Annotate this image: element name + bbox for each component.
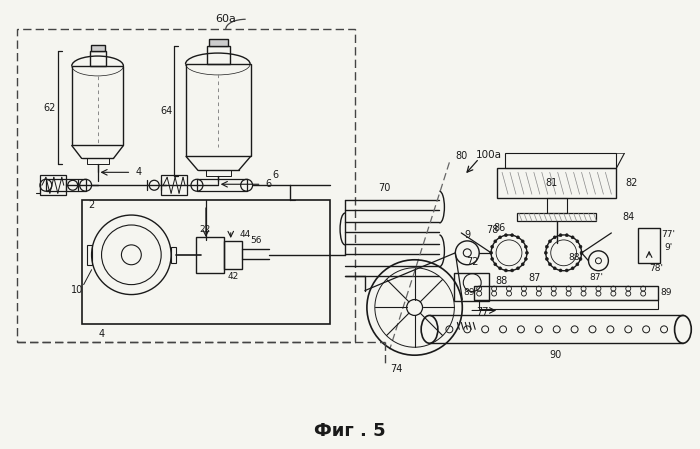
Bar bbox=[197, 179, 246, 191]
Circle shape bbox=[571, 236, 574, 239]
Bar bbox=[90, 45, 104, 51]
Circle shape bbox=[549, 263, 552, 266]
Text: 86: 86 bbox=[493, 223, 505, 233]
Bar bbox=[207, 46, 230, 64]
Circle shape bbox=[549, 240, 552, 243]
Bar bbox=[480, 299, 658, 309]
Text: 87: 87 bbox=[528, 273, 541, 283]
Circle shape bbox=[576, 240, 579, 243]
Text: 10: 10 bbox=[71, 285, 83, 295]
Text: 60a: 60a bbox=[216, 14, 236, 24]
Bar bbox=[90, 51, 106, 66]
Bar bbox=[17, 29, 355, 342]
Text: 6: 6 bbox=[272, 170, 279, 180]
Circle shape bbox=[571, 267, 574, 270]
Text: 56: 56 bbox=[250, 236, 261, 246]
Bar bbox=[82, 200, 330, 324]
Circle shape bbox=[545, 257, 548, 260]
Text: 62: 62 bbox=[43, 103, 56, 113]
Bar bbox=[40, 175, 66, 195]
Bar bbox=[87, 245, 92, 265]
Text: 4: 4 bbox=[99, 329, 104, 339]
Text: 89: 89 bbox=[463, 288, 475, 297]
Text: 89: 89 bbox=[660, 288, 672, 297]
Circle shape bbox=[524, 245, 527, 248]
Circle shape bbox=[505, 234, 508, 237]
Bar bbox=[87, 158, 108, 164]
Bar bbox=[547, 198, 567, 213]
Circle shape bbox=[566, 234, 568, 237]
Text: 100a: 100a bbox=[476, 150, 502, 160]
Bar bbox=[454, 273, 489, 300]
Bar bbox=[224, 241, 241, 269]
Circle shape bbox=[545, 251, 547, 254]
Circle shape bbox=[545, 245, 548, 248]
Bar bbox=[497, 168, 616, 198]
Circle shape bbox=[498, 236, 502, 239]
Circle shape bbox=[579, 245, 582, 248]
Text: 42: 42 bbox=[227, 272, 239, 281]
Bar bbox=[206, 170, 231, 176]
Text: 90: 90 bbox=[550, 350, 562, 360]
Circle shape bbox=[522, 240, 524, 243]
Text: 44: 44 bbox=[240, 230, 251, 239]
Text: 74: 74 bbox=[391, 364, 403, 374]
Circle shape bbox=[559, 234, 562, 237]
Circle shape bbox=[489, 251, 493, 254]
Text: 6: 6 bbox=[265, 179, 272, 189]
Text: 84: 84 bbox=[622, 212, 634, 222]
Bar bbox=[171, 247, 176, 263]
Circle shape bbox=[510, 234, 514, 237]
Text: 87': 87' bbox=[589, 273, 603, 282]
Text: 77: 77 bbox=[476, 308, 489, 317]
Text: 9: 9 bbox=[464, 230, 470, 240]
Bar bbox=[505, 154, 616, 168]
Text: 81: 81 bbox=[545, 178, 558, 188]
Text: 78': 78' bbox=[649, 264, 663, 273]
Bar bbox=[186, 64, 251, 156]
Text: 4: 4 bbox=[135, 167, 141, 177]
Circle shape bbox=[553, 267, 556, 270]
Circle shape bbox=[526, 251, 528, 254]
Circle shape bbox=[517, 236, 519, 239]
Text: 82: 82 bbox=[625, 178, 638, 188]
Circle shape bbox=[579, 257, 582, 260]
Bar bbox=[474, 286, 658, 299]
Circle shape bbox=[491, 257, 494, 260]
Bar bbox=[71, 66, 123, 145]
Text: 22: 22 bbox=[199, 225, 211, 234]
Bar bbox=[209, 39, 228, 46]
Circle shape bbox=[522, 263, 524, 266]
Text: 80: 80 bbox=[455, 151, 468, 162]
Text: 70: 70 bbox=[379, 183, 391, 193]
Text: 64: 64 bbox=[160, 106, 172, 116]
Circle shape bbox=[524, 257, 527, 260]
Circle shape bbox=[566, 269, 568, 272]
Circle shape bbox=[517, 267, 519, 270]
Circle shape bbox=[505, 269, 508, 272]
Circle shape bbox=[576, 263, 579, 266]
Bar bbox=[196, 237, 224, 273]
Text: 9': 9' bbox=[664, 243, 672, 252]
Text: 78: 78 bbox=[486, 225, 498, 235]
Text: Фиг . 5: Фиг . 5 bbox=[314, 422, 386, 440]
Bar bbox=[46, 179, 85, 191]
Text: 2: 2 bbox=[88, 200, 95, 210]
Circle shape bbox=[559, 269, 562, 272]
Circle shape bbox=[498, 267, 502, 270]
Circle shape bbox=[491, 245, 494, 248]
Bar bbox=[517, 213, 596, 221]
Text: 72: 72 bbox=[466, 257, 479, 267]
Text: 88: 88 bbox=[495, 276, 508, 286]
Circle shape bbox=[580, 251, 583, 254]
Circle shape bbox=[553, 236, 556, 239]
Text: 77': 77' bbox=[661, 230, 675, 239]
Circle shape bbox=[510, 269, 514, 272]
Text: 88': 88' bbox=[568, 253, 582, 262]
Bar bbox=[638, 228, 660, 263]
Circle shape bbox=[494, 240, 497, 243]
Bar bbox=[161, 175, 187, 195]
Circle shape bbox=[494, 263, 497, 266]
